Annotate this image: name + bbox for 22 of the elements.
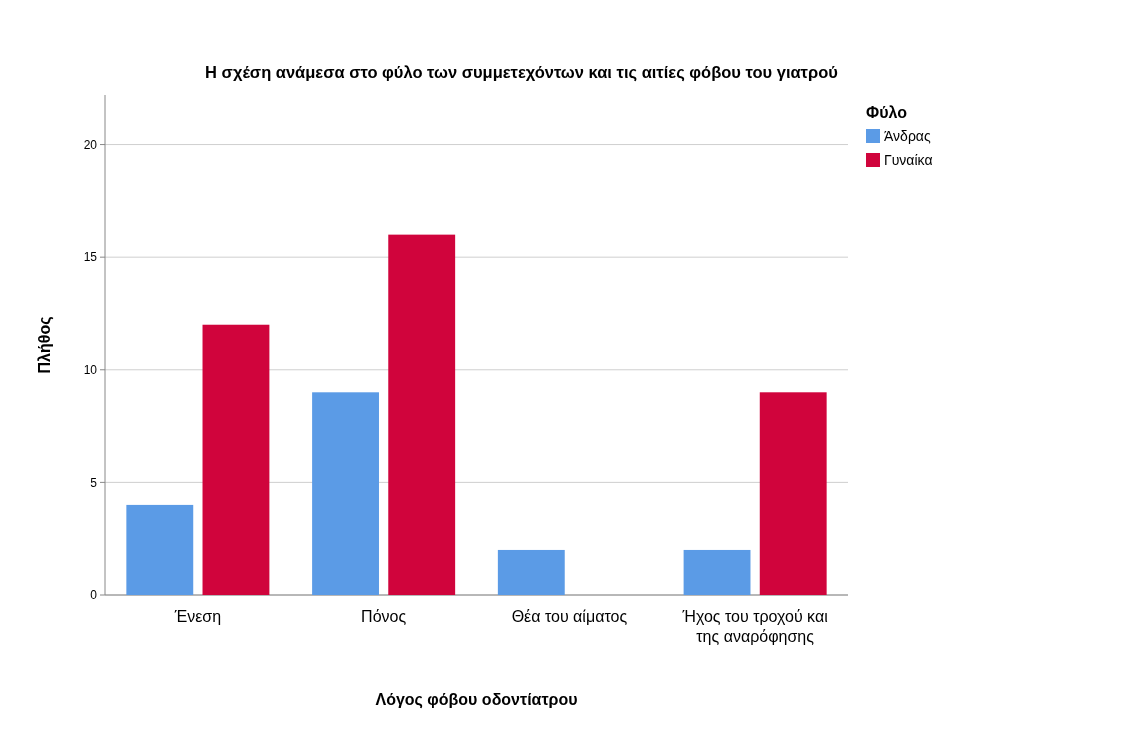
x-tick-label: Ένεση [173, 608, 222, 625]
x-axis-title: Λόγος φόβου οδοντίατρου [375, 691, 578, 709]
x-tick-label: Πόνος [361, 608, 407, 625]
x-tick-label: Ήχος του τροχού και της αναρόφησης [681, 608, 829, 645]
y-tick-label: 15 [83, 250, 98, 265]
x-tick-label: Θέα του αίματος [511, 608, 628, 625]
legend-label: Γυναίκα [884, 151, 933, 168]
chart-title: Η σχέση ανάμεσα στο φύλο των συμμετεχόντων και τις αιτίες φόβου του γιατρού [205, 63, 838, 82]
legend-label: Άνδρας [884, 127, 931, 144]
legend-title: Φύλο [866, 104, 908, 121]
bar [683, 549, 751, 595]
bar [497, 549, 565, 595]
y-tick-label: 20 [83, 137, 98, 152]
bar [388, 234, 456, 595]
y-tick-label: 10 [83, 362, 98, 377]
bar [202, 324, 270, 595]
y-tick-label: 5 [90, 475, 98, 490]
bar [126, 504, 194, 595]
bar [759, 392, 827, 595]
bar [312, 392, 379, 595]
y-tick-label: 0 [90, 588, 98, 603]
y-axis-title: Πλήθος [36, 316, 54, 374]
